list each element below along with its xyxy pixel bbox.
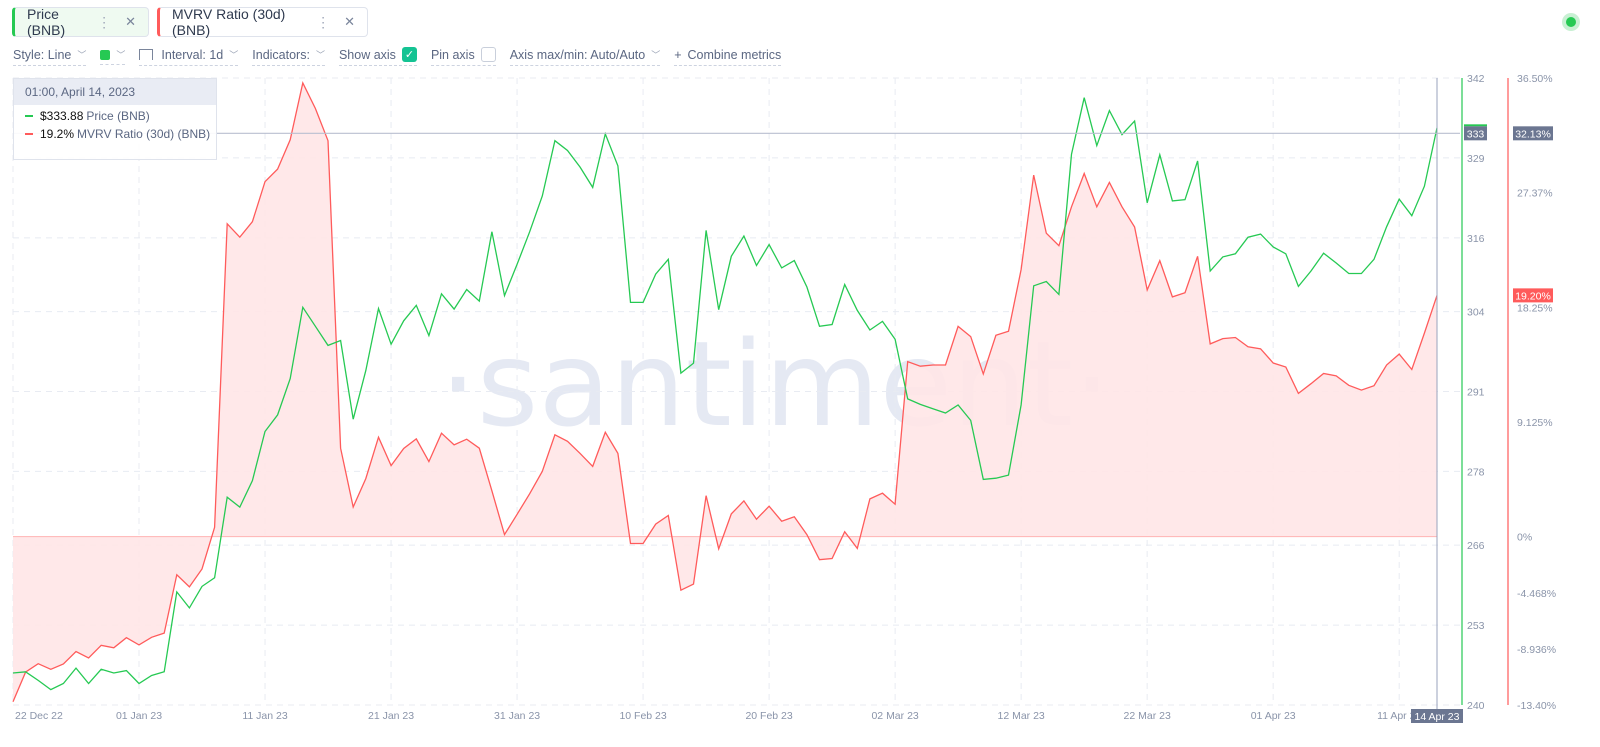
- mvrv-crosshair-badge-bg: [1513, 126, 1553, 141]
- price-tick-label: 342: [1467, 73, 1485, 85]
- price-tick-label: 240: [1467, 700, 1485, 712]
- x-tick-label: 10 Feb 23: [619, 710, 666, 722]
- chevron-down-icon: ﹀: [315, 50, 325, 60]
- x-tick-label: 11 Jan 23: [242, 710, 288, 722]
- metric-chip-mvrv[interactable]: MVRV Ratio (30d) (BNB) ⋮ ✕: [157, 6, 368, 38]
- axis-maxmin-label: Axis max/min: Auto/Auto: [509, 47, 646, 62]
- price-tick-label: 316: [1467, 233, 1485, 245]
- price-tick-label: 253: [1467, 620, 1485, 632]
- price-badge-accent: [1464, 124, 1487, 127]
- pin-axis-toggle[interactable]: Pin axis: [430, 47, 496, 66]
- axis-maxmin-dropdown[interactable]: Axis max/min: Auto/Auto ﹀: [509, 47, 661, 66]
- price-tick-label: 329: [1467, 153, 1485, 165]
- vertical-dots-icon[interactable]: ⋮: [97, 13, 112, 30]
- tooltip-row-price: $333.88 Price (BNB): [14, 109, 216, 123]
- x-tick-label: 01 Apr 23: [1251, 710, 1296, 722]
- x-tick-label: 22 Dec 22: [15, 710, 63, 722]
- chart-toolbar: Style: Line ﹀ ﹀ Interval: 1d ﹀ Indicators:…: [13, 47, 795, 66]
- chart-tooltip: 01:00, April 14, 2023 $333.88 Price (BNB)…: [13, 78, 217, 160]
- metric-label: Price (BNB): [27, 6, 66, 38]
- price-tick-label: 278: [1467, 466, 1485, 478]
- x-tick-label: 02 Mar 23: [871, 710, 918, 722]
- chevron-down-icon: ﹀: [77, 50, 87, 60]
- tooltip-name: MVRV Ratio (30d) (BNB): [77, 127, 211, 141]
- tooltip-name: Price (BNB): [86, 109, 150, 123]
- show-axis-label: Show axis: [338, 47, 396, 62]
- mvrv-tick-label: 0%: [1517, 532, 1532, 544]
- color-dropdown[interactable]: ﹀: [100, 48, 126, 65]
- indicators-dropdown[interactable]: Indicators: ﹀: [252, 48, 325, 66]
- show-axis-toggle[interactable]: Show axis ✓: [338, 47, 417, 66]
- x-tick-label: 31 Jan 23: [494, 710, 540, 722]
- indicators-label: Indicators:: [252, 47, 310, 62]
- x-tick-label: 21 Jan 23: [368, 710, 414, 722]
- style-dropdown[interactable]: Style: Line ﹀: [13, 47, 87, 66]
- checkbox-checked-icon[interactable]: ✓: [401, 47, 417, 62]
- x-tick-label: 22 Mar 23: [1124, 710, 1171, 722]
- mvrv-last-value-badge: 19.20%: [1515, 290, 1551, 302]
- metric-chip-price[interactable]: Price (BNB) ⋮ ✕: [12, 6, 149, 38]
- mvrv-crosshair-badge: 32.13%: [1515, 128, 1551, 140]
- checkbox-unchecked-icon[interactable]: [480, 47, 496, 62]
- chevron-down-icon: ﹀: [116, 50, 126, 60]
- color-swatch: [100, 49, 111, 60]
- tooltip-value: 19.2%: [40, 127, 75, 141]
- tooltip-value: $333.88: [40, 109, 84, 123]
- x-tick-label: 11 Apr 23: [1377, 710, 1421, 722]
- crosshair-date-badge: 14 Apr 23: [1415, 711, 1460, 723]
- mvrv-tick-label: -8.936%: [1517, 644, 1556, 656]
- status-dot-icon: [1566, 17, 1576, 27]
- crosshair-date-badge-bg: [1411, 709, 1463, 723]
- price-tick-label: 291: [1467, 387, 1485, 399]
- mvrv-tick-label: -13.40%: [1517, 700, 1556, 712]
- mvrv-tick-label: 36.50%: [1517, 73, 1553, 85]
- interval-icon: [139, 49, 154, 60]
- mvrv-tick-label: 9.125%: [1517, 417, 1553, 429]
- mvrv-area: [13, 83, 1437, 702]
- combine-metrics-button[interactable]: + Combine metrics: [674, 47, 782, 66]
- tooltip-datetime: 01:00, April 14, 2023: [14, 79, 216, 105]
- price-tick-label: 304: [1467, 307, 1485, 319]
- tooltip-row-mvrv: 19.2% MVRV Ratio (30d) (BNB): [14, 127, 216, 141]
- price-line[interactable]: [12, 97, 1438, 691]
- plus-icon: +: [674, 47, 682, 62]
- legend-dash-icon: [25, 133, 33, 135]
- vertical-dots-icon[interactable]: ⋮: [316, 13, 331, 30]
- x-tick-label: 12 Mar 23: [998, 710, 1045, 722]
- metric-label: MVRV Ratio (30d) (BNB): [172, 6, 286, 38]
- price-crosshair-badge-bg: [1464, 126, 1487, 141]
- mvrv-last-value-badge-bg: [1513, 288, 1553, 303]
- price-tick-label: 266: [1467, 540, 1485, 552]
- x-tick-label: 01 Jan 23: [116, 710, 162, 722]
- close-icon[interactable]: ✕: [344, 14, 355, 29]
- pin-axis-label: Pin axis: [430, 47, 475, 62]
- mvrv-line[interactable]: [12, 81, 1438, 702]
- interval-label: Interval: 1d: [161, 47, 224, 62]
- chevron-down-icon: ﹀: [229, 50, 239, 60]
- mvrv-tick-label: 27.37%: [1517, 188, 1553, 200]
- mvrv-tick-label: -4.468%: [1517, 588, 1556, 600]
- interval-dropdown[interactable]: Interval: 1d ﹀: [139, 47, 239, 66]
- chevron-down-icon: ﹀: [651, 50, 661, 60]
- mvrv-tick-label: 18.25%: [1517, 302, 1553, 314]
- close-icon[interactable]: ✕: [125, 14, 136, 29]
- x-tick-label: 20 Feb 23: [745, 710, 792, 722]
- legend-dash-icon: [25, 115, 33, 117]
- combine-metrics-label: Combine metrics: [687, 47, 782, 62]
- style-label: Style: Line: [13, 47, 72, 62]
- price-crosshair-badge: 333: [1467, 128, 1485, 140]
